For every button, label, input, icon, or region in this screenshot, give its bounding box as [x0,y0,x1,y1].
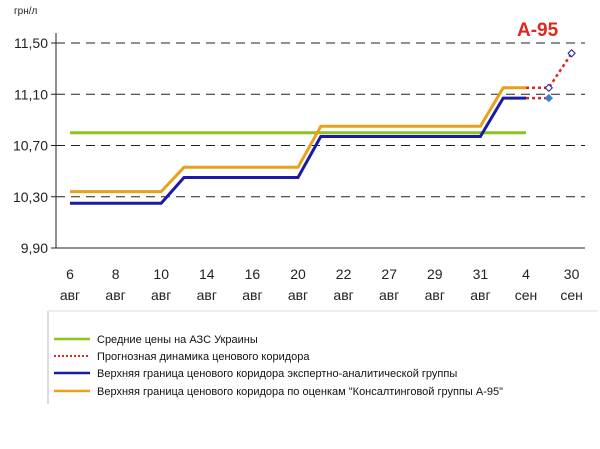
legend-label: Средние цены на АЗС Украины [97,334,258,346]
series-lines [70,52,573,205]
x-tick-label: 16 [245,266,261,282]
legend: Средние цены на АЗС Украины Прогнозная ди… [47,310,598,404]
x-tick-month: авг [151,287,171,303]
chart-title: А-95 [517,20,559,41]
x-tick-label: 27 [381,266,397,282]
y-axis-label: грн/л [14,6,38,17]
gridlines [56,42,585,198]
x-tick-month: авг [242,287,262,303]
y-tick-label: 10,70 [13,138,48,154]
x-tick-label: 8 [112,266,120,282]
x-tick-month: авг [197,287,217,303]
x-tick-label: 20 [290,266,306,282]
legend-label: Верхняя граница ценового коридора по оце… [97,386,503,398]
marker [567,49,576,58]
x-tick-label: 30 [564,266,580,282]
x-tick-label: 6 [66,266,74,282]
x-tick-month: авг [470,287,490,303]
series-line [526,52,573,90]
x-tick-label: 4 [522,266,530,282]
x-tick-label: 14 [199,266,215,282]
y-tick-label: 11,10 [14,86,48,102]
x-tick-month: авг [60,287,80,303]
series-line [70,86,526,194]
legend-label: Прогнозная динамика ценового коридора [97,351,310,363]
x-tick-month: сен [560,287,583,303]
x-tick-label: 29 [427,266,443,282]
x-tick-label: 22 [336,266,352,282]
legend-label: Верхняя граница ценового коридора экспер… [97,368,457,380]
x-tick-month: авг [288,287,308,303]
y-tick-labels: 11,50 11,10 10,70 10,30 9,90 [13,35,48,256]
y-tick-label: 11,50 [14,35,48,51]
series-line [70,96,526,205]
x-tick-month: авг [105,287,125,303]
x-tick-month: авг [333,287,353,303]
x-tick-label: 31 [473,266,489,282]
markers [544,49,576,103]
x-tick-label: 10 [153,266,169,282]
x-tick-month: авг [379,287,399,303]
x-tick-month: сен [515,287,538,303]
axes [51,33,585,249]
y-tick-label: 9,90 [21,240,48,256]
x-tick-labels: 6 авг 8 авг 10 авг 14 авг 16 авг 20 авг 22 авг 27 авг 29… [60,266,583,303]
x-tick-month: авг [425,287,445,303]
marker [544,93,554,103]
marker [544,83,554,93]
y-tick-label: 10,30 [13,189,48,205]
